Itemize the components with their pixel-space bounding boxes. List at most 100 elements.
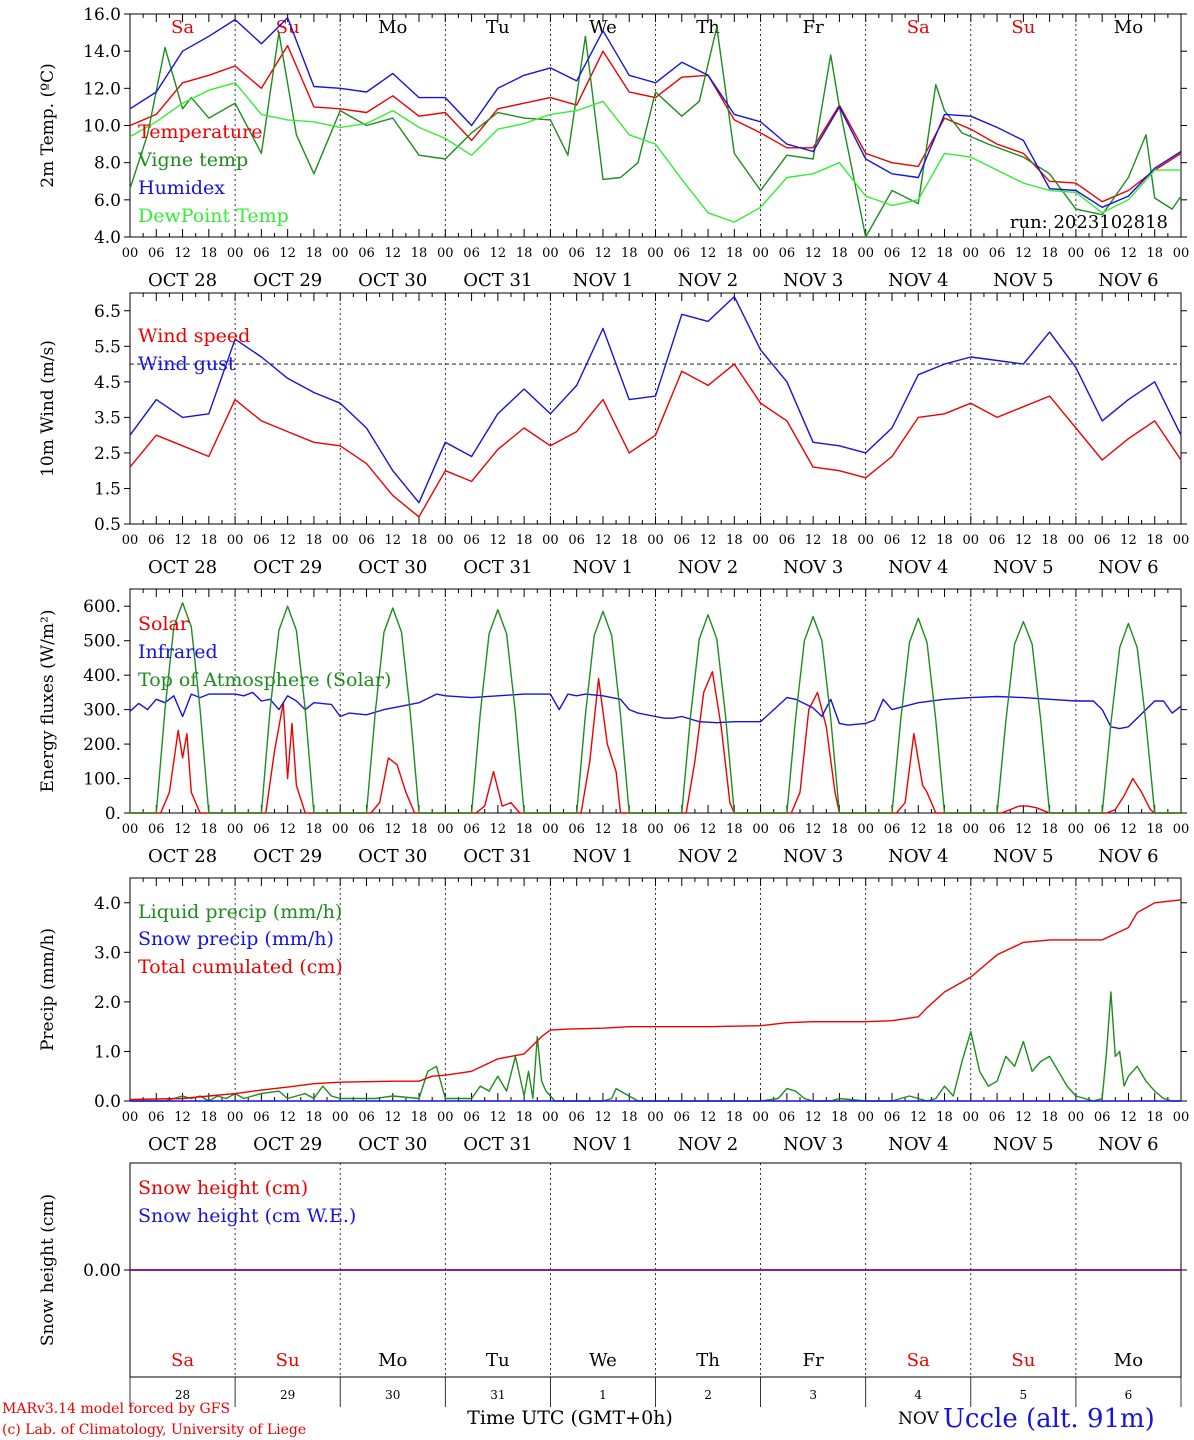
day-number-label: 31 xyxy=(490,1388,505,1402)
hour-tick-label: 00 xyxy=(1068,1110,1085,1125)
date-label: NOV 3 xyxy=(783,270,843,291)
x-axis-title: Time UTC (GMT+0h) xyxy=(467,1407,673,1429)
hour-tick-label: 18 xyxy=(831,533,848,548)
day-number-label: 6 xyxy=(1125,1388,1133,1402)
hour-tick-label: 06 xyxy=(1094,822,1111,837)
hour-tick-label: 12 xyxy=(595,533,612,548)
hour-tick-label: 12 xyxy=(595,1110,612,1125)
hour-tick-label: 00 xyxy=(437,533,454,548)
y-tick-label: 10.0 xyxy=(83,117,121,137)
day-number-label: 29 xyxy=(280,1388,295,1402)
legend-entry: Wind gust xyxy=(138,353,236,375)
legend-entry: Vigne temp xyxy=(137,149,248,171)
weekday-label: Mo xyxy=(1114,17,1143,38)
hour-tick-label: 18 xyxy=(411,533,428,548)
hour-tick-label: 00 xyxy=(1068,246,1085,261)
series-line-wind-gust xyxy=(129,295,1182,504)
y-tick-label: 5.5 xyxy=(94,337,121,357)
date-label: OCT 30 xyxy=(358,1134,427,1155)
hour-tick-label: 18 xyxy=(516,822,533,837)
hour-tick-label: 12 xyxy=(1120,822,1137,837)
hour-tick-label: 12 xyxy=(490,822,507,837)
series-line-total-cumulated-cm- xyxy=(129,899,1182,1101)
hour-tick-label: 12 xyxy=(910,246,927,261)
hour-tick-label: 18 xyxy=(201,1110,218,1125)
hour-tick-label: 00 xyxy=(1068,822,1085,837)
hour-tick-label: 00 xyxy=(542,822,559,837)
hour-tick-label: 06 xyxy=(463,822,480,837)
hour-tick-label: 06 xyxy=(989,533,1006,548)
hour-tick-label: 06 xyxy=(568,822,585,837)
hour-tick-label: 06 xyxy=(568,533,585,548)
hour-tick-label: 00 xyxy=(542,246,559,261)
credit-model-label: MARv3.14 model forced by GFS xyxy=(2,1401,230,1417)
hour-tick-label: 18 xyxy=(621,1110,638,1125)
hour-tick-label: 00 xyxy=(857,533,874,548)
day-number-label: 4 xyxy=(914,1388,922,1402)
hour-tick-label: 12 xyxy=(279,246,296,261)
hour-tick-label: 00 xyxy=(1173,246,1190,261)
hour-tick-label: 12 xyxy=(279,1110,296,1125)
weekday-label: Su xyxy=(1011,1350,1035,1371)
date-label: NOV 3 xyxy=(783,1134,843,1155)
run-annotation: run: 2023102818 xyxy=(1010,212,1168,233)
hour-tick-label: 18 xyxy=(1146,246,1163,261)
date-label: NOV 6 xyxy=(1098,1134,1158,1155)
y-tick-label: 300. xyxy=(83,701,121,721)
date-label: OCT 29 xyxy=(253,270,322,291)
hour-tick-label: 12 xyxy=(490,246,507,261)
date-label: OCT 29 xyxy=(253,557,322,578)
y-tick-label: 0.5 xyxy=(94,515,121,535)
weekday-label: Su xyxy=(276,1350,300,1371)
hour-tick-label: 18 xyxy=(726,1110,743,1125)
hour-tick-label: 18 xyxy=(306,822,323,837)
hour-tick-label: 00 xyxy=(1173,533,1190,548)
date-label: NOV 3 xyxy=(783,557,843,578)
hour-tick-label: 00 xyxy=(1173,1110,1190,1125)
hour-tick-label: 18 xyxy=(516,246,533,261)
hour-tick-label: 18 xyxy=(201,246,218,261)
hour-tick-label: 00 xyxy=(332,1110,349,1125)
hour-tick-label: 00 xyxy=(542,1110,559,1125)
hour-tick-label: 12 xyxy=(805,822,822,837)
legend-entry: Snow precip (mm/h) xyxy=(138,928,334,950)
legend-entry: DewPoint Temp xyxy=(138,205,289,227)
hour-tick-label: 00 xyxy=(1173,822,1190,837)
legend-entry: Top of Atmosphere (Solar) xyxy=(138,669,391,691)
hour-tick-label: 12 xyxy=(595,246,612,261)
date-label: NOV 5 xyxy=(993,846,1053,867)
y-tick-label: 4.5 xyxy=(94,373,121,393)
day-number-label: 1 xyxy=(599,1388,607,1402)
series-line-vigne-temp xyxy=(129,26,1182,238)
hour-tick-label: 12 xyxy=(595,822,612,837)
weekday-label: Sa xyxy=(907,1350,930,1371)
y-tick-label: 600. xyxy=(83,597,121,617)
hour-tick-label: 12 xyxy=(910,1110,927,1125)
hour-tick-label: 18 xyxy=(936,246,953,261)
hour-tick-label: 12 xyxy=(910,822,927,837)
day-number-label: 28 xyxy=(175,1388,190,1402)
date-label: NOV 6 xyxy=(1098,557,1158,578)
date-label: NOV 1 xyxy=(573,557,633,578)
hour-tick-label: 18 xyxy=(1041,533,1058,548)
hour-tick-label: 00 xyxy=(437,246,454,261)
date-label: OCT 31 xyxy=(463,1134,532,1155)
date-label: OCT 30 xyxy=(358,557,427,578)
hour-tick-label: 06 xyxy=(253,533,270,548)
date-label: OCT 30 xyxy=(358,270,427,291)
y-tick-label: 16.0 xyxy=(83,5,121,25)
hour-tick-label: 00 xyxy=(332,533,349,548)
hour-tick-label: 00 xyxy=(647,1110,664,1125)
series-line-humidex xyxy=(129,17,1182,209)
hour-tick-label: 12 xyxy=(910,533,927,548)
hour-tick-label: 18 xyxy=(201,822,218,837)
legend-entry: Temperature xyxy=(138,121,262,143)
date-label: OCT 28 xyxy=(148,1134,217,1155)
y-tick-label: 100. xyxy=(83,770,121,790)
y-tick-label: 0. xyxy=(105,804,121,824)
hour-tick-label: 06 xyxy=(148,533,165,548)
hour-tick-label: 12 xyxy=(805,1110,822,1125)
y-tick-label: 200. xyxy=(83,735,121,755)
hour-tick-label: 18 xyxy=(306,1110,323,1125)
hour-tick-label: 06 xyxy=(253,246,270,261)
